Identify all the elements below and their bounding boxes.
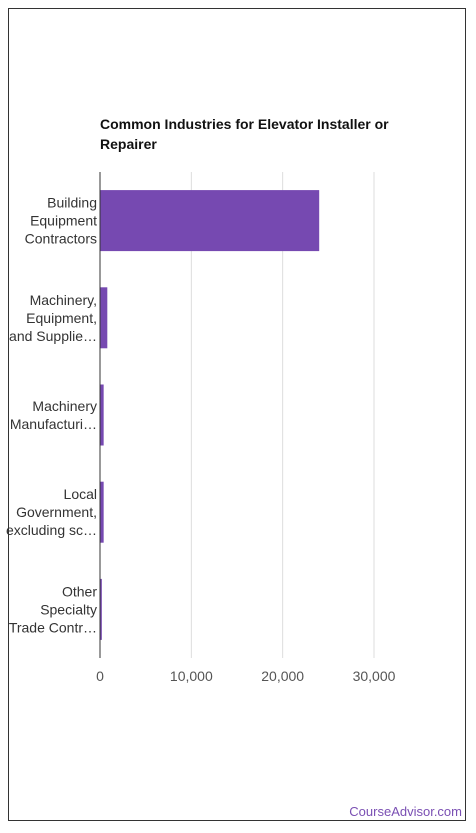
category-label-line: Equipment,: [26, 310, 97, 326]
category-label-line: Machinery: [32, 398, 97, 414]
category-label: Machinery Manufacturi…: [10, 398, 97, 432]
category-label-line: Equipment: [30, 213, 97, 229]
chart-title: Common Industries for Elevator Installer…: [100, 116, 389, 152]
x-tick-label: 10,000: [170, 668, 213, 684]
category-label: Other Specialty Trade Contr…: [9, 583, 98, 635]
chart-frame: [8, 8, 466, 821]
bar: [100, 481, 104, 543]
bar: [100, 190, 320, 252]
category-label-line: Local: [64, 486, 97, 502]
category-label-line: Specialty: [40, 601, 97, 617]
category-label: Local Government, excluding sc…: [6, 486, 97, 538]
category-label-line: Other: [62, 583, 97, 599]
x-tick-label: 30,000: [353, 668, 396, 684]
category-label-line: Machinery,: [30, 292, 97, 308]
x-tick-label: 0: [96, 668, 104, 684]
category-label: Machinery, Equipment, and Supplie…: [9, 292, 97, 344]
category-label-line: and Supplie…: [9, 328, 97, 344]
x-tick-label: 20,000: [261, 668, 304, 684]
category-label-line: Building: [47, 195, 97, 211]
category-label-line: Government,: [16, 504, 97, 520]
bar: [100, 287, 108, 349]
footer-brand-link[interactable]: CourseAdvisor.com: [349, 804, 462, 819]
category-label-line: Manufacturi…: [10, 416, 97, 432]
category-label-line: Contractors: [25, 231, 97, 247]
category-label: Building Equipment Contractors: [25, 195, 97, 247]
bar: [100, 578, 102, 640]
bar: [100, 384, 104, 446]
category-label-line: excluding sc…: [6, 522, 97, 538]
category-label-line: Trade Contr…: [9, 619, 97, 635]
